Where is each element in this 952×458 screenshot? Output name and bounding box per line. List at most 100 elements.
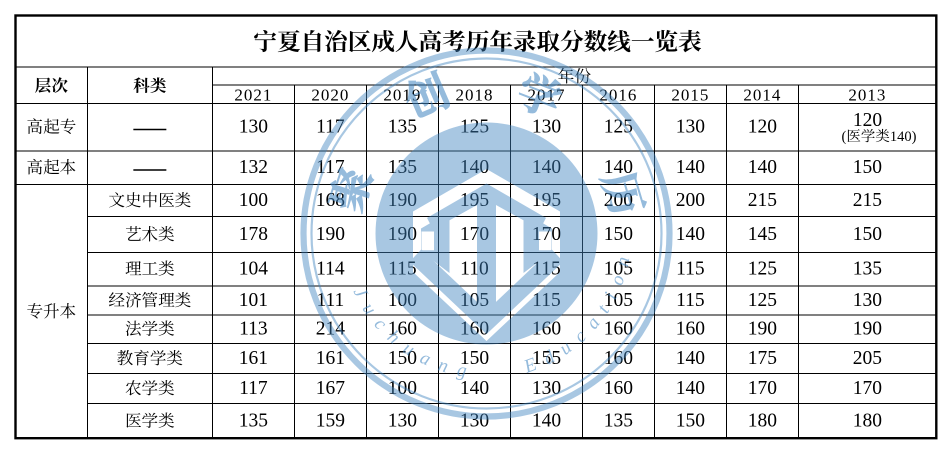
svg-text:167: 167	[316, 378, 346, 399]
svg-text:140: 140	[676, 224, 705, 245]
svg-text:200: 200	[676, 190, 705, 211]
svg-text:110: 110	[460, 259, 489, 280]
svg-text:117: 117	[239, 378, 268, 399]
svg-text:年份: 年份	[558, 67, 592, 86]
svg-text:195: 195	[532, 190, 561, 211]
svg-text:2018: 2018	[455, 86, 493, 105]
svg-text:2021: 2021	[234, 86, 272, 105]
svg-text:125: 125	[748, 259, 777, 280]
svg-text:130: 130	[239, 117, 268, 138]
svg-text:135: 135	[604, 410, 633, 431]
svg-text:161: 161	[316, 348, 345, 369]
svg-text:159: 159	[316, 410, 345, 431]
svg-text:经济管理类: 经济管理类	[108, 291, 191, 310]
svg-text:法学类: 法学类	[125, 320, 175, 339]
svg-text:100: 100	[388, 378, 417, 399]
svg-text:100: 100	[388, 290, 417, 311]
svg-text:178: 178	[239, 224, 268, 245]
svg-text:2014: 2014	[743, 86, 781, 105]
svg-text:130: 130	[532, 378, 561, 399]
svg-text:190: 190	[316, 224, 345, 245]
svg-text:150: 150	[853, 224, 882, 245]
svg-text:170: 170	[460, 224, 489, 245]
svg-text:140: 140	[748, 157, 777, 178]
svg-text:161: 161	[239, 348, 268, 369]
svg-text:115: 115	[388, 259, 417, 280]
svg-text:160: 160	[676, 319, 705, 340]
svg-text:155: 155	[532, 348, 561, 369]
svg-text:105: 105	[604, 259, 633, 280]
svg-text:214: 214	[316, 319, 346, 340]
svg-text:医学类: 医学类	[125, 411, 175, 430]
svg-text:190: 190	[748, 319, 777, 340]
svg-text:农学类: 农学类	[125, 379, 175, 398]
svg-text:160: 160	[604, 319, 633, 340]
svg-text:170: 170	[853, 378, 882, 399]
svg-text:140: 140	[676, 378, 705, 399]
svg-text:117: 117	[316, 117, 345, 138]
svg-text:115: 115	[676, 259, 705, 280]
svg-text:120: 120	[853, 110, 882, 131]
svg-text:125: 125	[748, 290, 777, 311]
svg-text:(医学类140): (医学类140)	[842, 128, 917, 145]
svg-text:111: 111	[316, 290, 344, 311]
svg-text:130: 130	[388, 410, 417, 431]
svg-text:104: 104	[239, 259, 269, 280]
svg-text:170: 170	[532, 224, 561, 245]
svg-text:2013: 2013	[848, 86, 886, 105]
svg-text:195: 195	[460, 190, 489, 211]
svg-text:113: 113	[239, 319, 268, 340]
svg-text:140: 140	[460, 157, 489, 178]
svg-text:2015: 2015	[671, 86, 709, 105]
svg-text:145: 145	[748, 224, 777, 245]
svg-text:215: 215	[748, 190, 777, 211]
svg-text:100: 100	[239, 190, 268, 211]
svg-text:2019: 2019	[383, 86, 421, 105]
svg-text:文史中医类: 文史中医类	[108, 191, 191, 210]
svg-text:205: 205	[853, 348, 882, 369]
svg-text:200: 200	[604, 190, 633, 211]
svg-text:140: 140	[676, 157, 705, 178]
svg-text:150: 150	[676, 410, 705, 431]
svg-text:140: 140	[532, 410, 561, 431]
svg-text:2020: 2020	[311, 86, 349, 105]
svg-text:125: 125	[604, 117, 633, 138]
svg-text:115: 115	[532, 290, 561, 311]
svg-text:190: 190	[388, 224, 417, 245]
svg-text:130: 130	[460, 410, 489, 431]
svg-text:114: 114	[316, 259, 345, 280]
svg-text:140: 140	[532, 157, 561, 178]
svg-text:160: 160	[532, 319, 561, 340]
svg-text:高起专: 高起专	[27, 118, 77, 137]
svg-text:105: 105	[460, 290, 489, 311]
svg-text:教育学类: 教育学类	[117, 349, 183, 368]
svg-text:105: 105	[604, 290, 633, 311]
svg-text:130: 130	[532, 117, 561, 138]
svg-text:175: 175	[748, 348, 777, 369]
svg-text:140: 140	[460, 378, 489, 399]
svg-text:190: 190	[388, 190, 417, 211]
svg-text:120: 120	[748, 117, 777, 138]
svg-text:150: 150	[853, 157, 882, 178]
svg-text:170: 170	[748, 378, 777, 399]
svg-text:135: 135	[388, 157, 417, 178]
svg-text:140: 140	[604, 157, 633, 178]
svg-text:160: 160	[604, 348, 633, 369]
svg-text:专升本: 专升本	[27, 302, 77, 321]
svg-text:140: 140	[676, 348, 705, 369]
svg-text:历: 历	[592, 166, 649, 221]
svg-text:高起本: 高起本	[27, 158, 77, 177]
svg-text:150: 150	[604, 224, 633, 245]
svg-text:117: 117	[316, 157, 345, 178]
svg-text:125: 125	[460, 117, 489, 138]
svg-text:215: 215	[853, 190, 882, 211]
svg-text:115: 115	[676, 290, 705, 311]
svg-text:2017: 2017	[527, 86, 565, 105]
svg-text:宁夏自治区成人高考历年录取分数线一览表: 宁夏自治区成人高考历年录取分数线一览表	[253, 29, 701, 56]
svg-text:168: 168	[316, 190, 345, 211]
svg-text:115: 115	[532, 259, 561, 280]
svg-text:130: 130	[853, 290, 882, 311]
svg-text:190: 190	[853, 319, 882, 340]
svg-text:层次: 层次	[35, 77, 69, 96]
svg-text:135: 135	[239, 410, 268, 431]
